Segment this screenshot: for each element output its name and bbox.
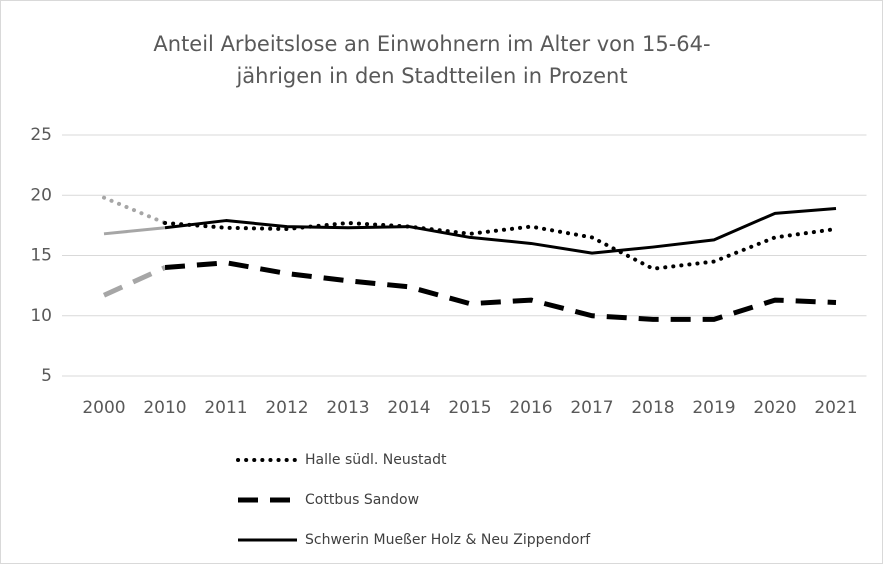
x-tick-label: 2011 — [204, 398, 247, 418]
series-line — [164, 207, 837, 255]
x-tick-label: 2017 — [570, 398, 613, 418]
series-line — [163, 220, 838, 271]
x-tick-label: 2015 — [448, 398, 491, 418]
y-tick-label: 20 — [30, 185, 52, 205]
x-tick-label: 2018 — [631, 398, 674, 418]
x-tick-label: 2021 — [814, 398, 857, 418]
y-tick-label: 5 — [41, 366, 52, 386]
x-tick-label: 2010 — [143, 398, 186, 418]
x-tick-label: 2013 — [326, 398, 369, 418]
series-line — [103, 226, 166, 236]
series-line — [164, 260, 837, 322]
x-tick-label: 2016 — [509, 398, 552, 418]
x-tick-label: 2014 — [387, 398, 430, 418]
chart-title: jährigen in den Stadtteilen in Prozent — [235, 64, 627, 88]
series-line — [102, 265, 167, 298]
x-tick-label: 2019 — [692, 398, 735, 418]
y-tick-label: 10 — [30, 306, 52, 326]
chart-title: Anteil Arbeitslose an Einwohnern im Alte… — [153, 32, 710, 56]
y-tick-label: 15 — [30, 246, 52, 266]
legend-label: Halle südl. Neustadt — [305, 452, 447, 468]
x-tick-label: 2020 — [753, 398, 796, 418]
x-tick-label: 2000 — [82, 398, 125, 418]
y-tick-label: 25 — [30, 125, 52, 145]
legend-label: Cottbus Sandow — [305, 492, 419, 508]
x-tick-label: 2012 — [265, 398, 308, 418]
series-line — [102, 195, 167, 225]
legend-label: Schwerin Mueßer Holz & Neu Zippendorf — [305, 532, 591, 548]
